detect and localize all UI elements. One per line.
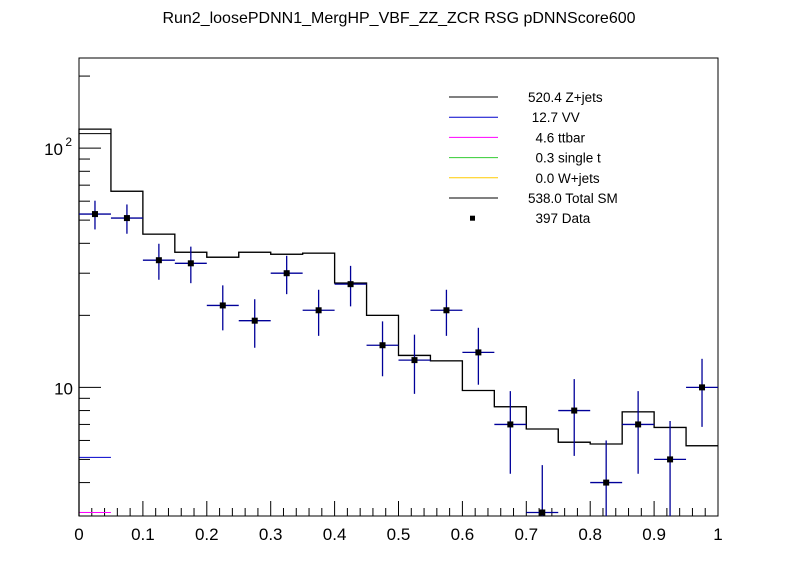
histogram-ttbar (78, 511, 111, 516)
x-tick-label: 0.4 (323, 525, 347, 544)
data-point (411, 357, 418, 364)
histogram-vv (78, 456, 111, 516)
data-point (219, 302, 226, 309)
x-tick-label: 0.7 (514, 525, 538, 544)
data-point (475, 349, 482, 356)
legend-label: 0.0 W+jets (528, 171, 600, 186)
data-point (283, 270, 290, 277)
data-point (507, 421, 514, 428)
data-point (315, 307, 322, 314)
data-point (379, 342, 386, 349)
data-point (443, 307, 450, 314)
legend-marker-data (470, 215, 475, 221)
x-tick-label: 0.6 (451, 525, 475, 544)
x-tick-label: 0.9 (642, 525, 666, 544)
data-point (635, 421, 642, 428)
x-tick-label: 0.8 (578, 525, 602, 544)
data-point (347, 281, 354, 288)
x-tick-label: 0 (74, 525, 83, 544)
x-tick-label: 0.3 (259, 525, 283, 544)
legend-label: 0.3 single t (528, 151, 601, 166)
chart-title: Run2_loosePDNN1_MergHP_VBF_ZZ_ZCR RSG pD… (162, 10, 636, 27)
data-point (91, 211, 98, 218)
data-point (603, 479, 610, 486)
legend-label: 397 Data (528, 211, 591, 226)
y-tick-label: 10 (44, 140, 63, 159)
x-tick-label: 0.5 (387, 525, 411, 544)
legend-label: 520.4 Z+jets (528, 90, 603, 105)
data-point (123, 215, 130, 222)
data-point (667, 456, 674, 463)
legend-label: 538.0 Total SM (528, 191, 618, 206)
y-tick-exponent: 2 (65, 135, 72, 149)
legend-label: 12.7 VV (528, 110, 580, 125)
x-tick-label: 0.1 (131, 525, 155, 544)
data-point (155, 257, 162, 264)
plot-frame (78, 57, 719, 517)
x-tick-label: 1 (713, 525, 722, 544)
histogram-total-sm (78, 128, 718, 516)
y-tick-label: 10 (54, 379, 73, 398)
data-point (539, 509, 546, 516)
legend-label: 4.6 ttbar (528, 130, 586, 145)
data-point (187, 260, 194, 267)
data-point (571, 407, 578, 414)
data-point (699, 384, 706, 391)
data-point (251, 317, 258, 324)
x-tick-label: 0.2 (195, 525, 219, 544)
